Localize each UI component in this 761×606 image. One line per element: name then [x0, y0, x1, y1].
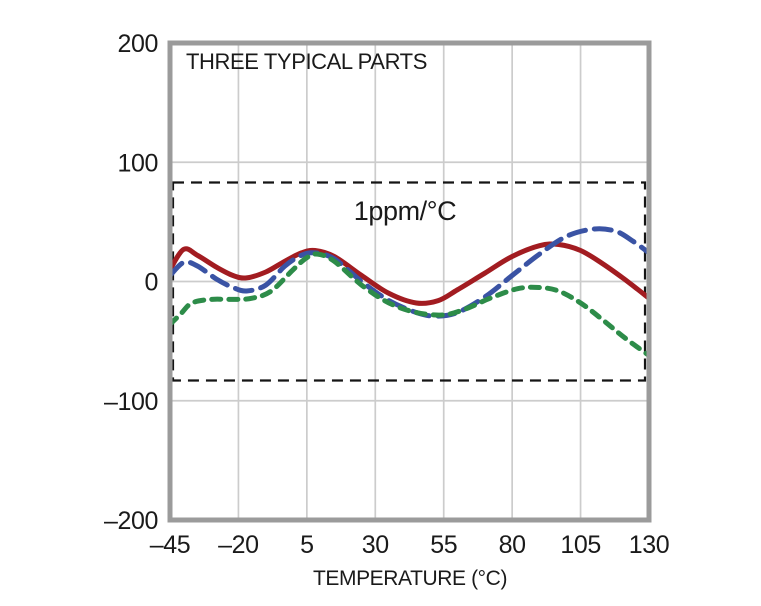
x-tick-label: –45	[150, 531, 191, 559]
x-tick-label: 5	[300, 531, 314, 559]
x-tick-label: 105	[560, 531, 601, 559]
x-tick-label: 55	[430, 531, 457, 559]
y-tick-label: –100	[104, 388, 158, 416]
x-tick-label: 30	[362, 531, 389, 559]
chart-title: THREE TYPICAL PARTS	[186, 49, 427, 74]
plot-frame	[167, 40, 652, 523]
gridlines	[170, 43, 649, 520]
x-tick-label: 80	[499, 531, 526, 559]
x-axis-title: TEMPERATURE (°C)	[313, 567, 507, 590]
series-curve-part-3	[167, 251, 652, 358]
series-curve-part-1	[167, 241, 652, 306]
y-tick-label: 200	[117, 30, 158, 58]
one-ppm-band-box	[171, 181, 647, 382]
band-annotation: 1ppm/°C	[354, 196, 457, 226]
y-tick-label: 100	[117, 149, 158, 177]
series-curve-part-2	[167, 226, 652, 319]
x-tick-label: 130	[629, 531, 670, 559]
y-tick-label: –200	[104, 507, 158, 535]
x-tick-label: –20	[218, 531, 259, 559]
series-curves	[167, 226, 652, 358]
plot-border	[167, 40, 652, 523]
tolerance-band-box	[171, 181, 647, 382]
tick-labels: –45 –20 5 30 55 80 105 130 200 100 0 –100 –200	[104, 30, 670, 559]
y-tick-label: 0	[144, 269, 158, 297]
